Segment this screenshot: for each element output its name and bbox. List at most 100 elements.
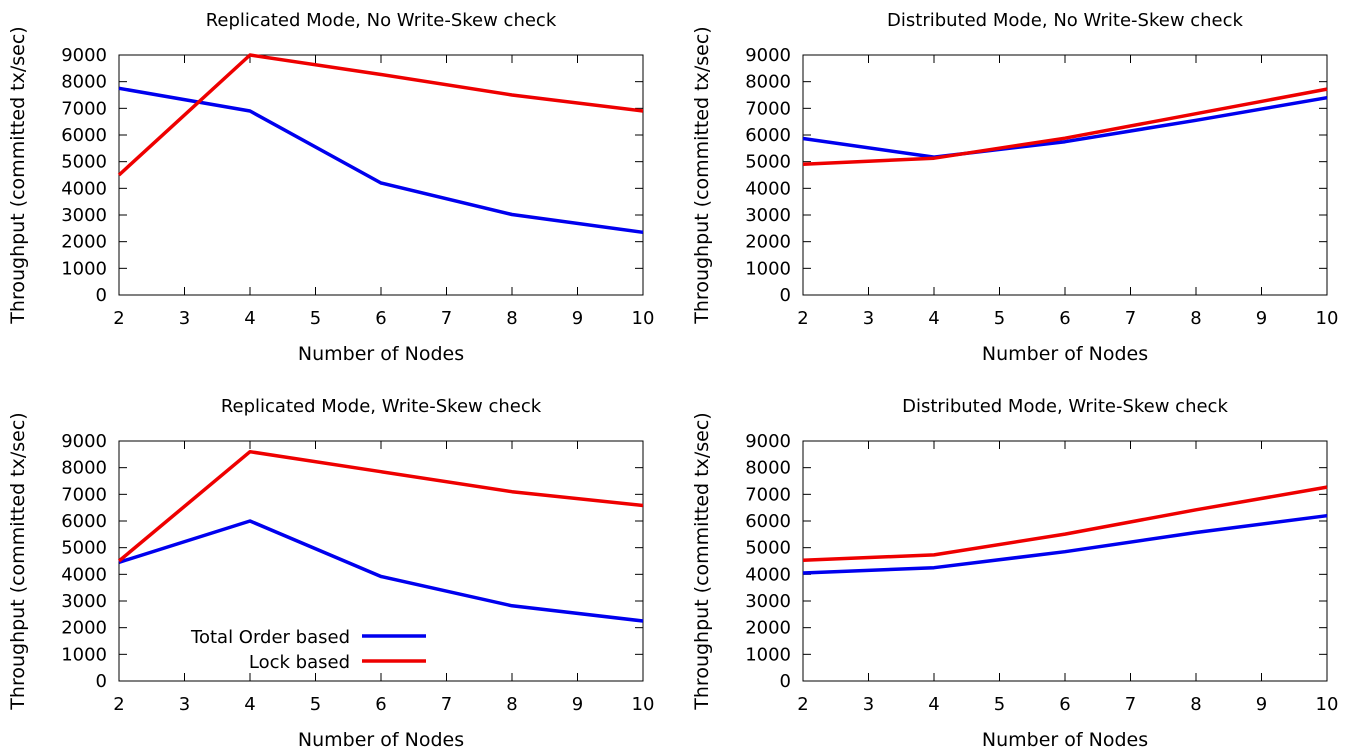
x-tick-label: 4 <box>928 694 939 715</box>
y-tick-label: 1000 <box>61 644 107 665</box>
y-tick-label: 8000 <box>745 458 791 479</box>
plot-frame <box>802 54 1328 296</box>
y-tick-label: 5000 <box>61 152 107 173</box>
chart-title: Replicated Mode, No Write-Skew check <box>206 10 557 31</box>
x-tick-label: 5 <box>994 308 1005 329</box>
y-axis-title: Throughput (committed tx/sec) <box>7 26 29 324</box>
x-tick-label: 5 <box>994 694 1005 715</box>
x-tick-label: 2 <box>797 308 808 329</box>
x-tick-label: 7 <box>441 694 452 715</box>
x-tick-label: 10 <box>632 694 655 715</box>
chart-panel-2: Distributed Mode, No Write-Skew check 0 10… <box>691 10 1338 365</box>
series-line-lock-based <box>802 485 1328 562</box>
series-line-total-order <box>802 513 1328 575</box>
chart-title: Replicated Mode, Write-Skew check <box>221 396 542 417</box>
y-tick-label: 8000 <box>745 72 791 93</box>
x-tick-label: 5 <box>310 308 321 329</box>
y-tick-label: 2000 <box>61 232 107 253</box>
plot-frame <box>118 54 644 296</box>
x-axis-title: Number of Nodes <box>982 343 1148 365</box>
y-axis-title: Throughput (committed tx/sec) <box>7 412 29 710</box>
y-tick-label: 3000 <box>745 205 791 226</box>
y-tick-label: 4000 <box>745 178 791 199</box>
legend: Total Order based Lock based <box>190 627 426 673</box>
y-tick-label: 5000 <box>61 538 107 559</box>
x-tick-label: 8 <box>506 308 517 329</box>
y-tick-label: 0 <box>96 285 107 306</box>
x-tick-label: 10 <box>1316 308 1339 329</box>
x-tick-label: 2 <box>797 694 808 715</box>
x-tick-label: 9 <box>572 308 583 329</box>
x-tick-label: 4 <box>928 308 939 329</box>
y-tick-label: 2000 <box>61 618 107 639</box>
y-axis-title: Throughput (committed tx/sec) <box>691 26 713 324</box>
y-tick-label: 3000 <box>745 591 791 612</box>
x-tick-label: 7 <box>1125 694 1136 715</box>
x-tick-label: 8 <box>1190 694 1201 715</box>
y-tick-label: 7000 <box>61 98 107 119</box>
x-tick-label: 10 <box>1316 694 1339 715</box>
y-axis-title: Throughput (committed tx/sec) <box>691 412 713 710</box>
y-tick-label: 7000 <box>745 484 791 505</box>
x-tick-label: 9 <box>572 694 583 715</box>
x-tick-label: 6 <box>375 694 386 715</box>
chart-panel-4: Distributed Mode, Write-Skew check 0 1000 2… <box>691 396 1338 751</box>
x-axis-title: Number of Nodes <box>298 729 464 751</box>
y-tick-label: 5000 <box>745 152 791 173</box>
y-tick-label: 0 <box>780 671 791 692</box>
x-tick-label: 9 <box>1256 694 1267 715</box>
y-tick-label: 9000 <box>745 45 791 66</box>
x-tick-label: 10 <box>632 308 655 329</box>
y-tick-label: 6000 <box>61 511 107 532</box>
x-tick-label: 6 <box>375 308 386 329</box>
y-tick-label: 8000 <box>61 458 107 479</box>
x-tick-label: 2 <box>113 694 124 715</box>
chart-panel-3: Replicated Mode, Write-Skew check 0 1000 20… <box>7 396 654 751</box>
y-tick-label: 7000 <box>61 484 107 505</box>
x-tick-label: 8 <box>506 694 517 715</box>
y-tick-label: 3000 <box>61 205 107 226</box>
y-tick-label: 0 <box>780 285 791 306</box>
x-tick-label: 5 <box>310 694 321 715</box>
plot-frame <box>802 440 1328 682</box>
series-line-total-order <box>802 95 1328 159</box>
x-tick-label: 6 <box>1059 308 1070 329</box>
y-tick-label: 8000 <box>61 72 107 93</box>
x-tick-label: 9 <box>1256 308 1267 329</box>
y-tick-label: 6000 <box>61 125 107 146</box>
y-tick-label: 9000 <box>61 431 107 452</box>
x-tick-label: 4 <box>244 694 255 715</box>
series-line-lock-based <box>117 449 644 563</box>
y-tick-label: 1000 <box>745 258 791 279</box>
x-tick-label: 4 <box>244 308 255 329</box>
x-tick-label: 7 <box>441 308 452 329</box>
y-tick-label: 2000 <box>745 618 791 639</box>
legend-label: Total Order based <box>190 627 350 648</box>
x-tick-label: 8 <box>1190 308 1201 329</box>
x-tick-label: 3 <box>863 308 874 329</box>
x-axis-title: Number of Nodes <box>298 343 464 365</box>
x-tick-label: 6 <box>1059 694 1070 715</box>
y-tick-label: 7000 <box>745 98 791 119</box>
y-tick-label: 4000 <box>61 564 107 585</box>
series-line-lock-based <box>802 87 1328 167</box>
y-tick-label: 1000 <box>61 258 107 279</box>
chart-title: Distributed Mode, No Write-Skew check <box>887 10 1244 31</box>
y-tick-label: 6000 <box>745 511 791 532</box>
chart-title: Distributed Mode, Write-Skew check <box>902 396 1228 417</box>
x-tick-label: 2 <box>113 308 124 329</box>
y-tick-label: 9000 <box>61 45 107 66</box>
chart-panel-1: Replicated Mode, No Write-Skew check 0 100… <box>7 10 654 365</box>
x-tick-label: 3 <box>863 694 874 715</box>
legend-label: Lock based <box>249 652 350 673</box>
y-tick-label: 6000 <box>745 125 791 146</box>
y-tick-label: 4000 <box>745 564 791 585</box>
series-line-total-order <box>118 86 644 235</box>
x-tick-label: 3 <box>179 694 190 715</box>
y-tick-label: 1000 <box>745 644 791 665</box>
y-tick-label: 5000 <box>745 538 791 559</box>
series-line-total-order <box>118 519 644 623</box>
y-tick-label: 4000 <box>61 178 107 199</box>
